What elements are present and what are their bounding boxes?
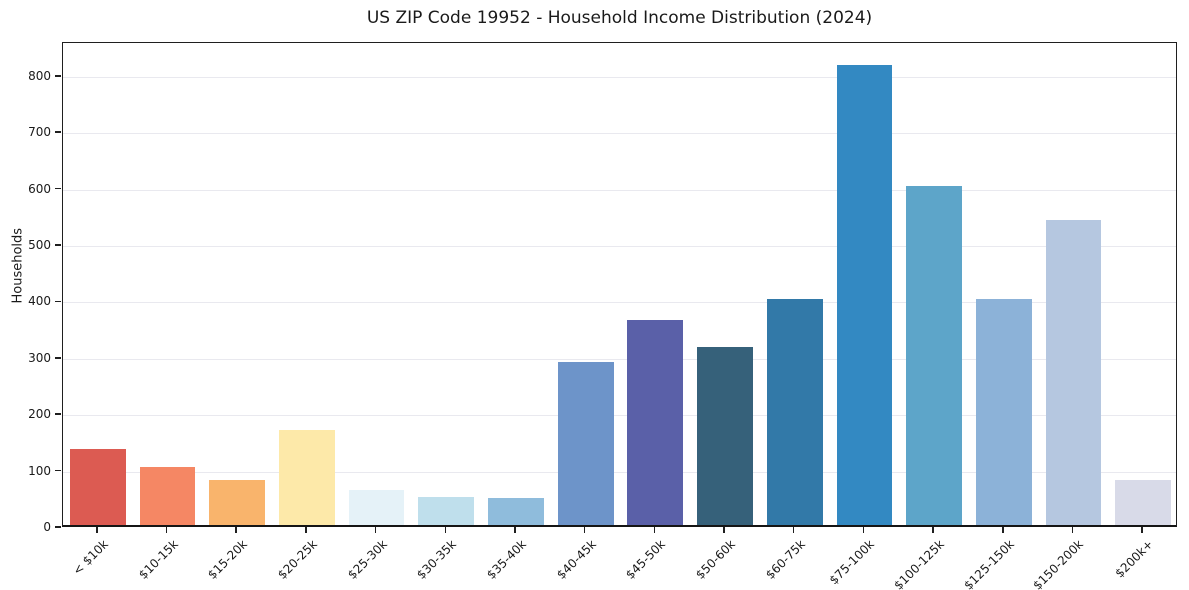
x-tick-mark xyxy=(514,527,516,533)
gridline xyxy=(63,246,1176,248)
x-tick-label: $125-150k xyxy=(961,537,1017,590)
bar-$15-20k xyxy=(209,480,266,525)
x-tick-label: $30-35k xyxy=(414,537,460,582)
x-tick-mark xyxy=(723,527,725,533)
x-tick-mark xyxy=(653,527,656,533)
x-tick-label: $20-25k xyxy=(274,537,320,582)
bar-$100-125k xyxy=(906,186,962,525)
x-tick-mark xyxy=(1071,527,1074,533)
x-tick-label: $200k+ xyxy=(1112,537,1157,581)
x-tick-mark xyxy=(1141,527,1143,533)
y-tick-label: 300 xyxy=(28,350,51,365)
bar-$150-200k xyxy=(1045,220,1102,525)
y-tick-mark xyxy=(55,413,61,415)
x-tick-mark xyxy=(444,527,447,533)
bar-$20-25k xyxy=(279,430,335,525)
bar-$60-75k xyxy=(766,299,823,525)
plot-area xyxy=(62,42,1177,527)
y-tick-mark xyxy=(55,75,61,77)
bar-$45-50k xyxy=(627,320,684,525)
x-tick-mark xyxy=(374,527,377,533)
y-tick-label: 600 xyxy=(28,181,51,196)
bar-$35-40k xyxy=(488,497,544,525)
y-tick-mark xyxy=(55,131,61,133)
y-tick-label: 500 xyxy=(28,238,51,253)
y-tick-label: 0 xyxy=(43,520,51,534)
y-tick-mark xyxy=(55,357,61,359)
bar-$40-45k xyxy=(557,362,614,525)
y-tick-label: 400 xyxy=(28,294,51,309)
chart-title: US ZIP Code 19952 - Household Income Dis… xyxy=(366,8,873,28)
x-tick-label: $60-75k xyxy=(762,537,808,582)
y-tick-mark xyxy=(55,244,61,246)
x-tick-label: $25-30k xyxy=(344,537,390,582)
x-tick-mark xyxy=(932,527,934,533)
x-tick-mark xyxy=(165,527,168,533)
y-tick-label: 200 xyxy=(28,407,51,422)
x-tick-mark xyxy=(583,527,586,533)
gridline xyxy=(63,358,1176,360)
x-tick-label: $100-125k xyxy=(891,537,947,590)
x-tick-mark xyxy=(792,527,795,533)
x-tick-mark xyxy=(862,527,865,533)
gridline xyxy=(63,302,1176,304)
bar-$30-35k xyxy=(418,496,475,525)
bar-$75-100k xyxy=(836,65,893,525)
bar-$200k+ xyxy=(1115,479,1172,525)
y-tick-mark xyxy=(55,469,61,472)
x-tick-mark xyxy=(305,527,307,533)
bar-$125-150k xyxy=(975,299,1032,525)
x-tick-label: $15-20k xyxy=(205,537,251,582)
y-tick-label: 700 xyxy=(28,125,51,140)
y-tick-mark xyxy=(55,187,61,190)
y-tick-mark xyxy=(55,526,61,528)
bar-$10-15k xyxy=(139,466,196,525)
bar-< $10k xyxy=(69,449,126,525)
x-tick-mark xyxy=(1002,527,1004,533)
y-tick-label: 100 xyxy=(28,463,51,478)
y-tick-mark xyxy=(55,300,61,303)
gridline xyxy=(63,471,1176,473)
x-tick-label: $35-40k xyxy=(484,537,529,582)
gridline xyxy=(63,76,1176,78)
x-tick-label: $10-15k xyxy=(135,537,181,582)
gridline xyxy=(63,189,1176,191)
x-tick-label: $50-60k xyxy=(693,537,738,582)
x-tick-mark xyxy=(235,527,237,533)
y-tick-label: 800 xyxy=(28,68,51,83)
gridline xyxy=(63,415,1176,417)
x-tick-mark xyxy=(96,527,98,533)
bar-$25-30k xyxy=(348,490,405,525)
x-tick-label: < $10k xyxy=(69,537,111,578)
x-tick-label: $45-50k xyxy=(623,537,669,582)
x-tick-label: $150-200k xyxy=(1030,537,1087,590)
x-tick-label: $40-45k xyxy=(553,537,599,582)
x-tick-label: $75-100k xyxy=(827,537,878,588)
bar-$50-60k xyxy=(697,347,753,525)
gridline xyxy=(63,133,1176,135)
